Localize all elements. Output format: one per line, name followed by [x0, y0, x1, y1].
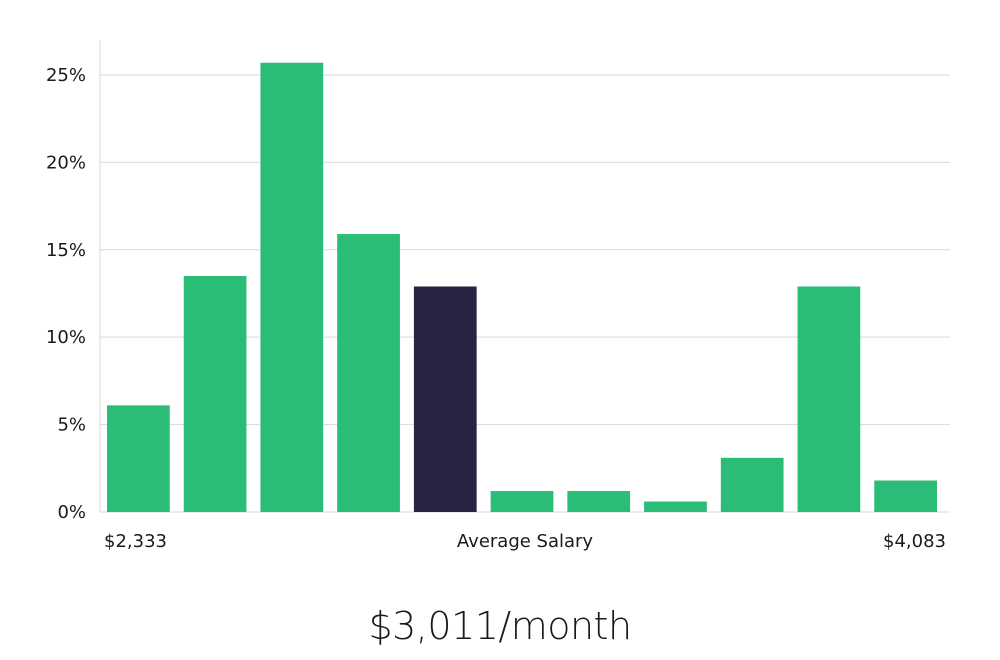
y-tick-labels: 0% 5% 10% 15% 20% 25%	[46, 65, 86, 523]
y-tick-label: 25%	[46, 65, 86, 86]
bar	[874, 480, 937, 512]
bar	[183, 276, 247, 512]
y-tick-label: 0%	[57, 502, 86, 523]
average-salary-value: $3,011/month	[368, 604, 632, 648]
salary-histogram: 0% 5% 10% 15% 20% 25% $2,333 Average Salary $…	[46, 40, 950, 552]
bar	[260, 62, 324, 512]
x-max-label: $4,083	[883, 531, 946, 552]
bar-highlighted	[413, 286, 477, 512]
x-min-label: $2,333	[104, 531, 167, 552]
y-tick-label: 5%	[57, 415, 86, 436]
bar	[337, 234, 400, 513]
y-tick-label: 10%	[46, 327, 86, 348]
bar	[567, 491, 631, 512]
bar	[797, 286, 861, 512]
bar	[490, 491, 554, 512]
bar	[107, 405, 170, 512]
bar	[644, 501, 707, 512]
y-tick-label: 20%	[46, 152, 86, 173]
y-tick-label: 15%	[46, 240, 86, 261]
x-axis-title: Average Salary	[457, 531, 594, 552]
bars	[107, 62, 937, 513]
bar	[720, 457, 784, 512]
